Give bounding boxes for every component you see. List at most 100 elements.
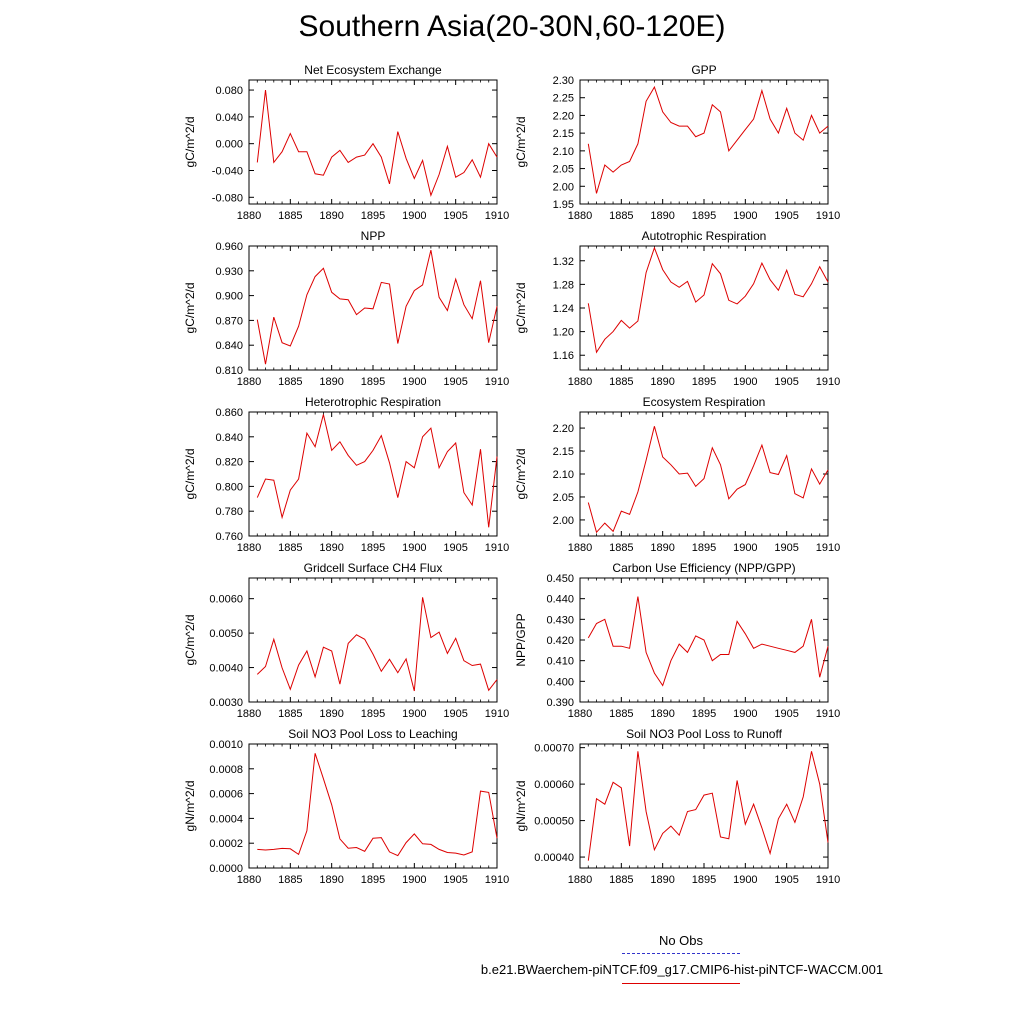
chart-panel-1: Net Ecosystem Exchange gC/m^2/d 1880 1885 18… <box>183 63 509 222</box>
x-tick-label: 1905 <box>774 210 798 222</box>
chart-title: GPP <box>691 63 716 77</box>
y-tick-label: 1.24 <box>553 303 574 315</box>
x-tick-label: 1895 <box>361 542 385 554</box>
x-tick-label: 1895 <box>361 210 385 222</box>
y-tick-label: 2.00 <box>553 515 574 527</box>
chart-panel-9: Soil NO3 Pool Loss to Leaching gN/m^2/d 18… <box>183 727 509 886</box>
y-tick-label: 0.440 <box>546 594 574 606</box>
chart-title: Carbon Use Efficiency (NPP/GPP) <box>612 561 795 575</box>
y-tick-label: 2.20 <box>553 110 574 122</box>
x-tick-label: 1910 <box>485 708 509 720</box>
chart-title: Heterotrophic Respiration <box>305 395 441 409</box>
y-tick-label: 0.0060 <box>209 594 243 606</box>
x-tick-label: 1900 <box>733 376 757 388</box>
y-tick-label: 0.00040 <box>534 852 574 864</box>
x-tick-label: 1910 <box>816 874 840 886</box>
x-tick-label: 1910 <box>816 708 840 720</box>
y-tick-label: 0.080 <box>215 85 243 97</box>
y-tick-label: 0.840 <box>215 340 243 352</box>
x-tick-label: 1910 <box>816 210 840 222</box>
x-tick-label: 1900 <box>402 210 426 222</box>
x-tick-label: 1890 <box>650 542 674 554</box>
x-tick-label: 1885 <box>609 210 633 222</box>
x-tick-label: 1900 <box>733 874 757 886</box>
x-tick-label: 1905 <box>774 874 798 886</box>
y-tick-label: 0.780 <box>215 506 243 518</box>
y-tick-label: 0.400 <box>546 676 574 688</box>
y-tick-label: -0.040 <box>212 165 243 177</box>
x-tick-label: 1910 <box>485 874 509 886</box>
y-tick-label: 0.0006 <box>209 789 243 801</box>
chart-title: Soil NO3 Pool Loss to Runoff <box>626 727 783 741</box>
chart-title: Autotrophic Respiration <box>642 229 767 243</box>
chart-panel-7: Gridcell Surface CH4 Flux gC/m^2/d 1880 188… <box>183 561 509 720</box>
x-tick-label: 1885 <box>609 874 633 886</box>
plot-frame <box>248 577 498 703</box>
x-tick-label: 1905 <box>774 542 798 554</box>
plot-frame <box>579 79 829 205</box>
y-tick-label: 0.0000 <box>209 863 243 875</box>
y-tick-label: 2.15 <box>553 128 574 140</box>
x-tick-label: 1880 <box>237 708 261 720</box>
chart-panel-8: Carbon Use Efficiency (NPP/GPP) NPP/GPP 18… <box>514 561 840 720</box>
chart-title: Ecosystem Respiration <box>643 395 766 409</box>
x-tick-label: 1895 <box>361 376 385 388</box>
chart-panel-5: Heterotrophic Respiration gC/m^2/d 1880 188… <box>183 395 509 554</box>
x-tick-label: 1905 <box>443 210 467 222</box>
x-tick-label: 1895 <box>361 874 385 886</box>
figure-title: Southern Asia(20-30N,60-120E) <box>298 10 726 43</box>
y-tick-label: 0.00060 <box>534 779 574 791</box>
y-axis-label: gN/m^2/d <box>183 781 197 832</box>
y-tick-label: 2.05 <box>553 492 574 504</box>
chart-title: Soil NO3 Pool Loss to Leaching <box>288 727 457 741</box>
y-tick-label: 1.20 <box>553 327 574 339</box>
y-axis-label: gC/m^2/d <box>514 283 528 334</box>
y-tick-label: 0.00070 <box>534 743 574 755</box>
x-tick-label: 1910 <box>485 376 509 388</box>
x-tick-label: 1895 <box>692 210 716 222</box>
y-tick-label: 0.450 <box>546 573 574 585</box>
x-tick-label: 1885 <box>278 874 302 886</box>
y-tick-label: 0.0010 <box>209 739 243 751</box>
x-tick-label: 1905 <box>443 708 467 720</box>
plot-frame <box>248 743 498 869</box>
x-tick-label: 1890 <box>319 376 343 388</box>
chart-title: NPP <box>361 229 386 243</box>
chart-panel-4: Autotrophic Respiration gC/m^2/d 1880 1885 1… <box>514 229 840 388</box>
series-line <box>587 426 829 534</box>
legend-case-line <box>622 983 740 984</box>
y-tick-label: 0.800 <box>215 481 243 493</box>
y-tick-label: 0.000 <box>215 139 243 151</box>
x-tick-label: 1910 <box>485 210 509 222</box>
y-tick-label: 0.00050 <box>534 816 574 828</box>
x-tick-label: 1880 <box>568 210 592 222</box>
y-tick-label: 2.20 <box>553 423 574 435</box>
y-tick-label: 0.840 <box>215 432 243 444</box>
y-tick-label: 0.960 <box>215 241 243 253</box>
x-tick-label: 1895 <box>692 376 716 388</box>
chart-panel-10: Soil NO3 Pool Loss to Runoff gN/m^2/d 1880… <box>514 727 840 886</box>
y-tick-label: 0.390 <box>546 697 574 709</box>
chart-panel-2: GPP gC/m^2/d 1880 1885 1890 1895 1900 1905 1910 1… <box>514 63 840 222</box>
x-tick-label: 1880 <box>237 210 261 222</box>
y-tick-label: 1.32 <box>553 256 574 268</box>
y-tick-label: 0.810 <box>215 365 243 377</box>
y-axis-label: gC/m^2/d <box>183 615 197 666</box>
y-tick-label: 0.900 <box>215 291 243 303</box>
x-tick-label: 1890 <box>650 376 674 388</box>
x-tick-label: 1885 <box>609 376 633 388</box>
x-tick-label: 1885 <box>609 708 633 720</box>
y-tick-label: -0.080 <box>212 192 243 204</box>
y-tick-label: 0.0008 <box>209 764 243 776</box>
y-tick-label: 0.0030 <box>209 697 243 709</box>
y-tick-label: 0.760 <box>215 531 243 543</box>
series-line <box>257 753 498 857</box>
chart-title: Net Ecosystem Exchange <box>304 63 442 77</box>
y-tick-label: 0.0002 <box>209 838 243 850</box>
legend-obs-label: No Obs <box>658 933 704 948</box>
x-tick-label: 1910 <box>816 376 840 388</box>
y-tick-label: 2.05 <box>553 164 574 176</box>
plot-frame <box>579 743 829 869</box>
y-tick-label: 1.16 <box>553 350 574 362</box>
y-axis-label: NPP/GPP <box>514 613 528 666</box>
